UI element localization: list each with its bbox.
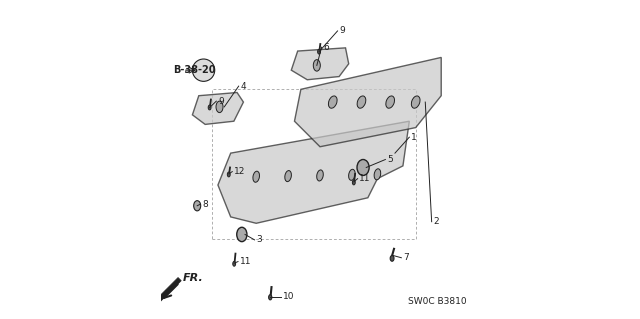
- Polygon shape: [291, 48, 349, 80]
- Ellipse shape: [390, 256, 394, 261]
- Ellipse shape: [317, 49, 321, 54]
- Ellipse shape: [233, 262, 236, 266]
- Text: 12: 12: [234, 167, 245, 176]
- Text: 10: 10: [283, 292, 294, 301]
- Ellipse shape: [328, 96, 337, 108]
- Polygon shape: [218, 121, 410, 223]
- Ellipse shape: [412, 96, 420, 108]
- Text: 9: 9: [218, 97, 223, 106]
- Circle shape: [193, 59, 215, 81]
- Ellipse shape: [253, 171, 259, 182]
- Ellipse shape: [386, 96, 394, 108]
- Ellipse shape: [194, 201, 201, 211]
- Text: B-38-20: B-38-20: [173, 65, 216, 75]
- Text: 6: 6: [323, 43, 329, 52]
- Ellipse shape: [317, 170, 323, 181]
- Text: 7: 7: [403, 253, 409, 262]
- Ellipse shape: [216, 101, 223, 113]
- Text: 4: 4: [240, 82, 246, 91]
- Ellipse shape: [208, 105, 211, 110]
- Ellipse shape: [374, 169, 381, 180]
- Text: SW0C B3810: SW0C B3810: [408, 297, 467, 306]
- Text: 9: 9: [339, 26, 345, 35]
- Text: 5: 5: [387, 155, 393, 164]
- Polygon shape: [156, 278, 181, 303]
- Ellipse shape: [314, 60, 320, 71]
- Ellipse shape: [269, 295, 272, 300]
- Text: 2: 2: [433, 217, 439, 226]
- Polygon shape: [193, 93, 243, 124]
- Ellipse shape: [357, 96, 366, 108]
- Text: 11: 11: [359, 174, 371, 183]
- Ellipse shape: [237, 227, 247, 242]
- Polygon shape: [294, 57, 441, 147]
- Ellipse shape: [349, 169, 355, 180]
- Ellipse shape: [227, 172, 230, 177]
- Ellipse shape: [353, 180, 355, 185]
- Text: FR.: FR.: [183, 272, 204, 283]
- Text: 8: 8: [202, 200, 208, 209]
- Ellipse shape: [357, 160, 369, 175]
- Text: 3: 3: [256, 235, 262, 244]
- Text: 1: 1: [411, 133, 417, 142]
- Text: 11: 11: [239, 257, 251, 266]
- Ellipse shape: [285, 171, 291, 182]
